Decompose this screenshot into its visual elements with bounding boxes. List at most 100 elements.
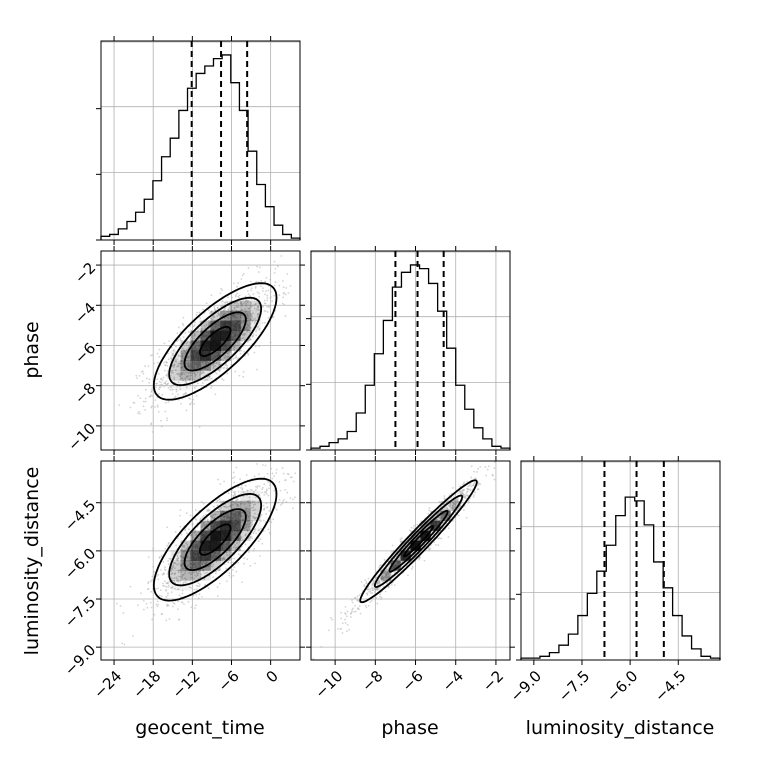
scatter-point [247, 340, 249, 343]
scatter-point [440, 537, 443, 540]
scatter-point [257, 540, 260, 543]
scatter-point [167, 563, 170, 565]
contour-line [168, 492, 263, 587]
scatter-point [169, 375, 172, 377]
scatter-point [266, 299, 269, 302]
scatter-point [198, 374, 201, 376]
scatter-point [161, 612, 164, 615]
scatter-point [197, 585, 199, 588]
scatter-point [246, 489, 249, 492]
density-cell [400, 540, 411, 551]
scatter-point [261, 322, 264, 324]
scatter-point [247, 329, 249, 332]
scatter-point [176, 373, 179, 375]
scatter-point [212, 576, 215, 579]
scatter-point [221, 560, 224, 563]
scatter-point [201, 382, 204, 384]
scatter-point [204, 572, 206, 575]
scatter-point [254, 302, 257, 305]
x-tick-label: −6.0 [603, 667, 641, 705]
scatter-point [151, 575, 154, 578]
scatter-point [232, 574, 235, 577]
scatter-point [175, 388, 178, 391]
scatter-point [206, 520, 209, 523]
scatter-point [379, 593, 382, 596]
scatter-point [199, 519, 201, 522]
scatter-point [284, 488, 287, 491]
scatter-point [236, 292, 239, 295]
scatter-point [172, 601, 175, 604]
hist-panel-luminosity-distance: −9.0 −7.5 −6.0 −4.5 [507, 456, 721, 705]
scatter-point [249, 331, 252, 333]
scatter-point [233, 306, 236, 309]
scatter-point [418, 557, 421, 560]
scatter-point [150, 391, 153, 393]
scatter-point [231, 489, 233, 492]
scatter-point [129, 406, 132, 409]
scatter-point [365, 592, 368, 595]
scatter-point [273, 489, 276, 492]
scatter-point [241, 314, 244, 317]
scatter-point [262, 290, 264, 292]
panel-frame [100, 460, 301, 661]
scatter-point [237, 305, 240, 308]
scatter-point [207, 587, 210, 590]
scatter-point [193, 324, 196, 326]
scatter-point [269, 533, 272, 535]
scatter-point [258, 473, 260, 476]
scatter-point [256, 265, 259, 268]
scatter-point [142, 608, 145, 611]
scatter-point [241, 340, 243, 343]
x-tick-label: −6 [398, 667, 426, 695]
scatter-point [211, 363, 214, 366]
scatter-point [259, 538, 262, 541]
scatter-point [171, 388, 174, 391]
scatter-point [313, 262, 315, 264]
scatter-point [218, 500, 221, 503]
scatter-point [168, 618, 171, 620]
scatter-point [230, 363, 233, 366]
scatter-point [269, 296, 272, 298]
scatter-point [187, 362, 190, 365]
scatter-point [170, 358, 173, 360]
scatter-point [400, 537, 403, 540]
scatter-point [199, 376, 202, 379]
scatter-point [142, 599, 145, 602]
scatter-point [172, 366, 175, 368]
scatter-point [198, 535, 201, 538]
density-cell [200, 530, 211, 541]
scatter-point [173, 343, 176, 346]
scatter-point [249, 488, 252, 491]
scatter-point [136, 377, 138, 380]
scatter-point [157, 410, 160, 413]
scatter-point [160, 419, 162, 422]
scatter-point [354, 610, 357, 613]
scatter-point [459, 490, 462, 493]
scatter-point [179, 331, 182, 333]
scatter-point [174, 581, 176, 584]
scatter-point [412, 527, 415, 530]
scatter-point [233, 282, 235, 285]
scatter-point [240, 309, 243, 312]
scatter-point [198, 593, 201, 596]
scatter-point [180, 564, 183, 567]
y-tick-label: −4.5 [61, 496, 99, 534]
scatter-point [249, 514, 252, 517]
scatter-point [171, 369, 174, 372]
scatter-point [257, 306, 260, 308]
scatter-point [182, 573, 185, 576]
scatter-point [223, 505, 225, 508]
scatter-point [186, 374, 189, 377]
x-tick-label: −4.5 [651, 667, 689, 705]
scatter-point [451, 507, 454, 509]
scatter-point [144, 388, 147, 391]
scatter-point [182, 556, 185, 559]
x-axis-label-luminosity-distance: luminosity_distance [526, 717, 715, 739]
scatter-point [200, 500, 203, 503]
scatter-point [163, 580, 166, 583]
scatter-point [251, 537, 254, 540]
scatter-point [218, 569, 221, 572]
scatter-point [199, 317, 202, 320]
scatter-point [177, 355, 180, 358]
scatter-point [256, 486, 259, 489]
